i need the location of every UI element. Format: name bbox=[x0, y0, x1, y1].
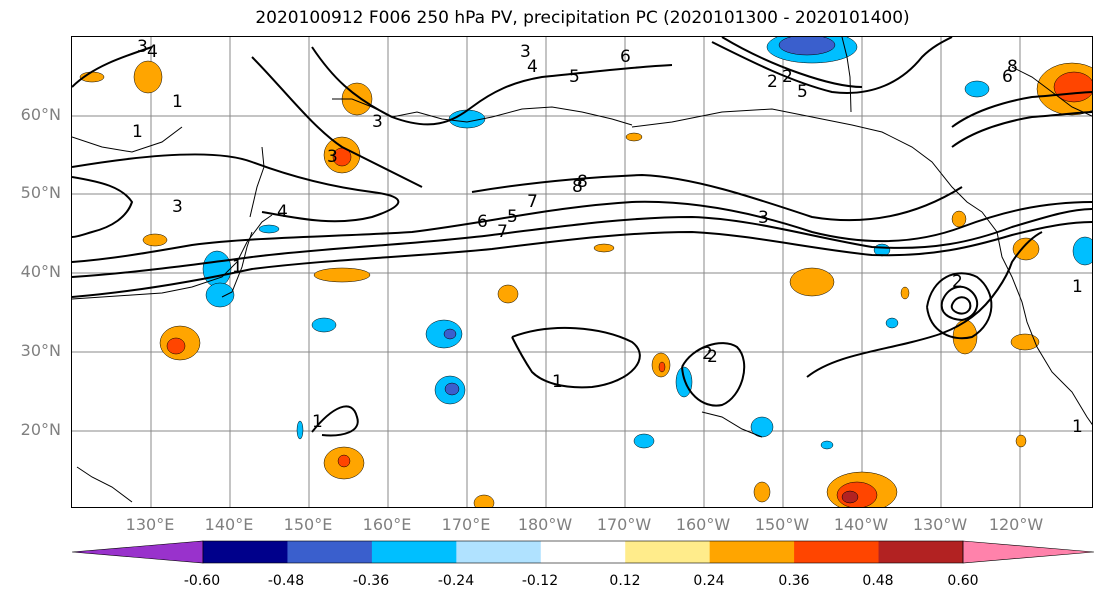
colorbar-tick-label: -0.36 bbox=[352, 573, 390, 589]
lon-label-140e: 140°E bbox=[204, 515, 254, 534]
contour-label: 4 bbox=[527, 57, 538, 77]
map-panel: 1 2 3 4 5 6 7 8 4 3 2 1 5 6 7 8 3 2 1 2 … bbox=[71, 36, 1093, 508]
lat-label-30n: 30°N bbox=[20, 341, 61, 360]
contour-label: 3 bbox=[758, 208, 769, 228]
colorbar-segment bbox=[625, 541, 711, 563]
colorbar-extend-high bbox=[962, 540, 1095, 564]
contour-label: 5 bbox=[569, 67, 580, 87]
lat-label-40n: 40°N bbox=[20, 262, 61, 281]
contour-label: 7 bbox=[497, 222, 508, 242]
plot-title: 2020100912 F006 250 hPa PV, precipitatio… bbox=[255, 8, 910, 28]
contour-labels: 1 2 3 4 5 6 7 8 4 3 2 1 5 6 7 8 3 2 1 2 … bbox=[132, 37, 1083, 437]
colorbar-segment bbox=[287, 541, 373, 563]
lon-label-160e: 160°E bbox=[362, 515, 412, 534]
contour-label: 2 bbox=[707, 347, 718, 367]
colorbar-segment bbox=[709, 541, 795, 563]
colorbar-outline bbox=[202, 540, 964, 564]
colorbar-tick-label: -0.24 bbox=[437, 573, 475, 589]
lon-label-130w: 130°W bbox=[912, 515, 968, 534]
contour-label: 8 bbox=[572, 177, 583, 197]
colorbar-segment bbox=[878, 541, 964, 563]
contour-label: 8 bbox=[1007, 57, 1018, 77]
contour-label: 6 bbox=[477, 212, 488, 232]
lon-label-120w: 120°W bbox=[988, 515, 1044, 534]
lon-label-130e: 130°E bbox=[125, 515, 175, 534]
lon-label-140w: 140°W bbox=[833, 515, 889, 534]
contour-label: 1 bbox=[1072, 417, 1083, 437]
contour-label: 1 bbox=[312, 412, 323, 432]
colorbar-tick-label: -0.12 bbox=[521, 573, 559, 589]
colorbar-graphic bbox=[71, 540, 1095, 564]
colorbar bbox=[71, 540, 1095, 570]
colorbar-segment bbox=[371, 541, 457, 563]
colorbar-tick-label: 0.24 bbox=[693, 573, 725, 589]
lat-label-50n: 50°N bbox=[20, 183, 61, 202]
lon-label-170w: 170°W bbox=[596, 515, 652, 534]
contour-label: 6 bbox=[620, 47, 631, 67]
contour-label: 4 bbox=[277, 202, 288, 222]
lon-label-170e: 170°E bbox=[441, 515, 491, 534]
colorbar-tick-label: -0.60 bbox=[183, 573, 221, 589]
graticule bbox=[72, 37, 1092, 507]
lon-label-160w: 160°W bbox=[675, 515, 731, 534]
colorbar-tick-label: 0.60 bbox=[947, 573, 979, 589]
contour-label: 7 bbox=[527, 192, 538, 212]
pv-contours bbox=[72, 37, 1092, 437]
contour-label: 3 bbox=[520, 42, 531, 62]
contour-label: 5 bbox=[507, 207, 518, 227]
colorbar-segment bbox=[794, 541, 880, 563]
contour-label: 4 bbox=[147, 42, 158, 62]
precip-shading bbox=[79, 37, 1092, 507]
contour-label: 1 bbox=[1072, 277, 1083, 297]
contour-label: 1 bbox=[552, 372, 563, 392]
colorbar-segment bbox=[203, 541, 288, 563]
contour-label: 2 bbox=[767, 72, 778, 92]
lon-label-180w: 180°W bbox=[517, 515, 573, 534]
map-canvas: 1 2 3 4 5 6 7 8 4 3 2 1 5 6 7 8 3 2 1 2 … bbox=[72, 37, 1092, 507]
colorbar-tick-label: 0.48 bbox=[862, 573, 894, 589]
colorbar-tick-label: 0.36 bbox=[778, 573, 810, 589]
contour-label: 8 bbox=[577, 172, 588, 192]
contour-label: 3 bbox=[137, 37, 148, 57]
coastlines bbox=[72, 37, 1092, 503]
contour-label: 6 bbox=[1002, 67, 1013, 87]
contour-label: 3 bbox=[172, 197, 183, 217]
contour-label: 5 bbox=[797, 82, 808, 102]
contour-label: 2 bbox=[952, 272, 963, 292]
colorbar-tick-label: -0.48 bbox=[267, 573, 305, 589]
colorbar-segment bbox=[456, 541, 542, 563]
contour-label: 3 bbox=[327, 147, 338, 167]
lat-label-60n: 60°N bbox=[20, 105, 61, 124]
contour-label: 2 bbox=[782, 67, 793, 87]
contour-label: 1 bbox=[132, 122, 143, 142]
lat-label-20n: 20°N bbox=[20, 420, 61, 439]
contour-label: 1 bbox=[232, 257, 243, 277]
contour-label: 3 bbox=[372, 112, 383, 132]
lon-label-150w: 150°W bbox=[754, 515, 810, 534]
lon-label-150e: 150°E bbox=[283, 515, 333, 534]
colorbar-tick-label: 0.12 bbox=[609, 573, 641, 589]
contour-label: 1 bbox=[172, 92, 183, 112]
colorbar-extend-low bbox=[71, 540, 204, 564]
contour-label: 2 bbox=[702, 344, 713, 364]
colorbar-segment bbox=[540, 541, 626, 563]
